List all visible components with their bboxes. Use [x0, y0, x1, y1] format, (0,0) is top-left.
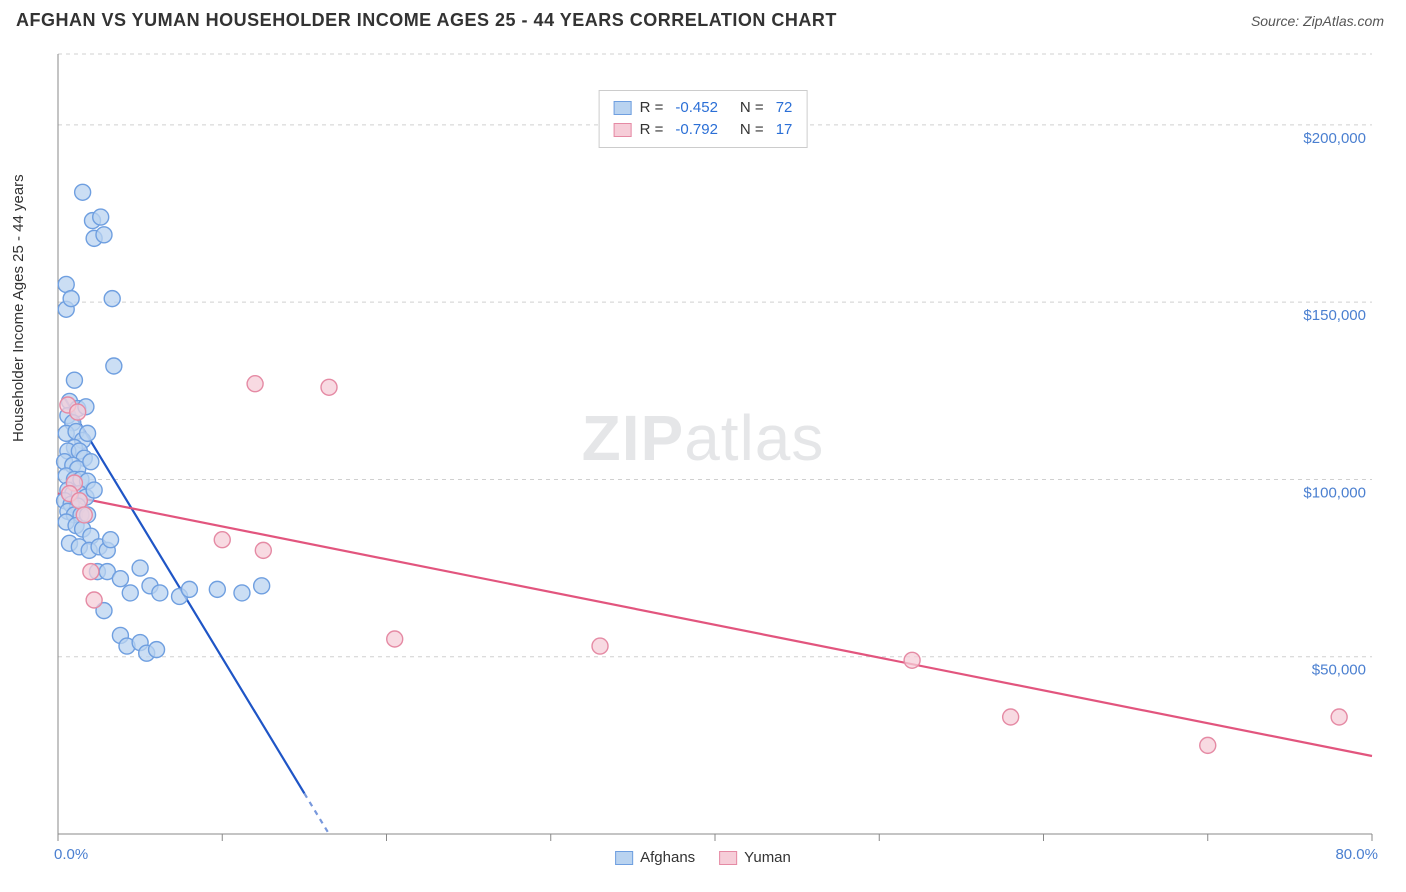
legend-swatch: [719, 851, 737, 865]
data-point: [106, 358, 122, 374]
data-point: [63, 291, 79, 307]
data-point: [1331, 709, 1347, 725]
x-axis-min-label: 0.0%: [54, 846, 88, 863]
y-tick-label: $100,000: [1303, 484, 1366, 501]
data-point: [592, 638, 608, 654]
legend-label: Yuman: [744, 849, 791, 866]
correlation-row: R = -0.452 N = 72: [614, 97, 793, 119]
source-credit: Source: ZipAtlas.com: [1251, 13, 1384, 29]
data-point: [181, 581, 197, 597]
r-value: -0.792: [675, 119, 718, 141]
data-point: [255, 542, 271, 558]
data-point: [1003, 709, 1019, 725]
data-point: [247, 376, 263, 392]
data-point: [209, 581, 225, 597]
r-label: R =: [640, 97, 664, 119]
source-name: ZipAtlas.com: [1303, 13, 1384, 29]
correlation-legend: R = -0.452 N = 72 R = -0.792 N = 17: [599, 90, 808, 148]
data-point: [904, 652, 920, 668]
data-point: [254, 578, 270, 594]
y-axis-label: Householder Income Ages 25 - 44 years: [10, 174, 27, 442]
data-point: [86, 592, 102, 608]
source-prefix: Source:: [1251, 13, 1303, 29]
legend-swatch: [614, 123, 632, 137]
r-value: -0.452: [675, 97, 718, 119]
data-point: [96, 227, 112, 243]
y-tick-label: $50,000: [1312, 662, 1366, 679]
series-legend: Afghans Yuman: [615, 849, 791, 866]
r-label: R =: [640, 119, 664, 141]
data-point: [70, 404, 86, 420]
data-point: [86, 482, 102, 498]
data-point: [83, 564, 99, 580]
data-point: [66, 372, 82, 388]
data-point: [214, 532, 230, 548]
data-point: [104, 291, 120, 307]
data-point: [122, 585, 138, 601]
data-point: [149, 642, 165, 658]
data-point: [103, 532, 119, 548]
legend-item: Afghans: [615, 849, 695, 866]
data-point: [132, 560, 148, 576]
legend-item: Yuman: [719, 849, 791, 866]
legend-swatch: [614, 101, 632, 115]
data-point: [1200, 737, 1216, 753]
y-tick-label: $150,000: [1303, 307, 1366, 324]
y-tick-label: $200,000: [1303, 130, 1366, 147]
data-point: [76, 507, 92, 523]
legend-swatch: [615, 851, 633, 865]
data-point: [321, 379, 337, 395]
data-point: [75, 184, 91, 200]
data-point: [152, 585, 168, 601]
scatter-chart: $50,000 $100,000 $150,000 $200,000: [16, 42, 1390, 868]
n-value: 17: [776, 119, 793, 141]
data-point: [112, 571, 128, 587]
legend-label: Afghans: [640, 849, 695, 866]
header: AFGHAN VS YUMAN HOUSEHOLDER INCOME AGES …: [0, 0, 1406, 37]
data-point: [80, 425, 96, 441]
chart-area: Householder Income Ages 25 - 44 years $5…: [16, 42, 1390, 868]
data-point: [83, 454, 99, 470]
chart-title: AFGHAN VS YUMAN HOUSEHOLDER INCOME AGES …: [16, 10, 837, 31]
x-axis-max-label: 80.0%: [1335, 846, 1378, 863]
correlation-row: R = -0.792 N = 17: [614, 119, 793, 141]
data-point: [234, 585, 250, 601]
n-label: N =: [740, 97, 764, 119]
data-point: [93, 209, 109, 225]
n-label: N =: [740, 119, 764, 141]
n-value: 72: [776, 97, 793, 119]
data-point: [387, 631, 403, 647]
